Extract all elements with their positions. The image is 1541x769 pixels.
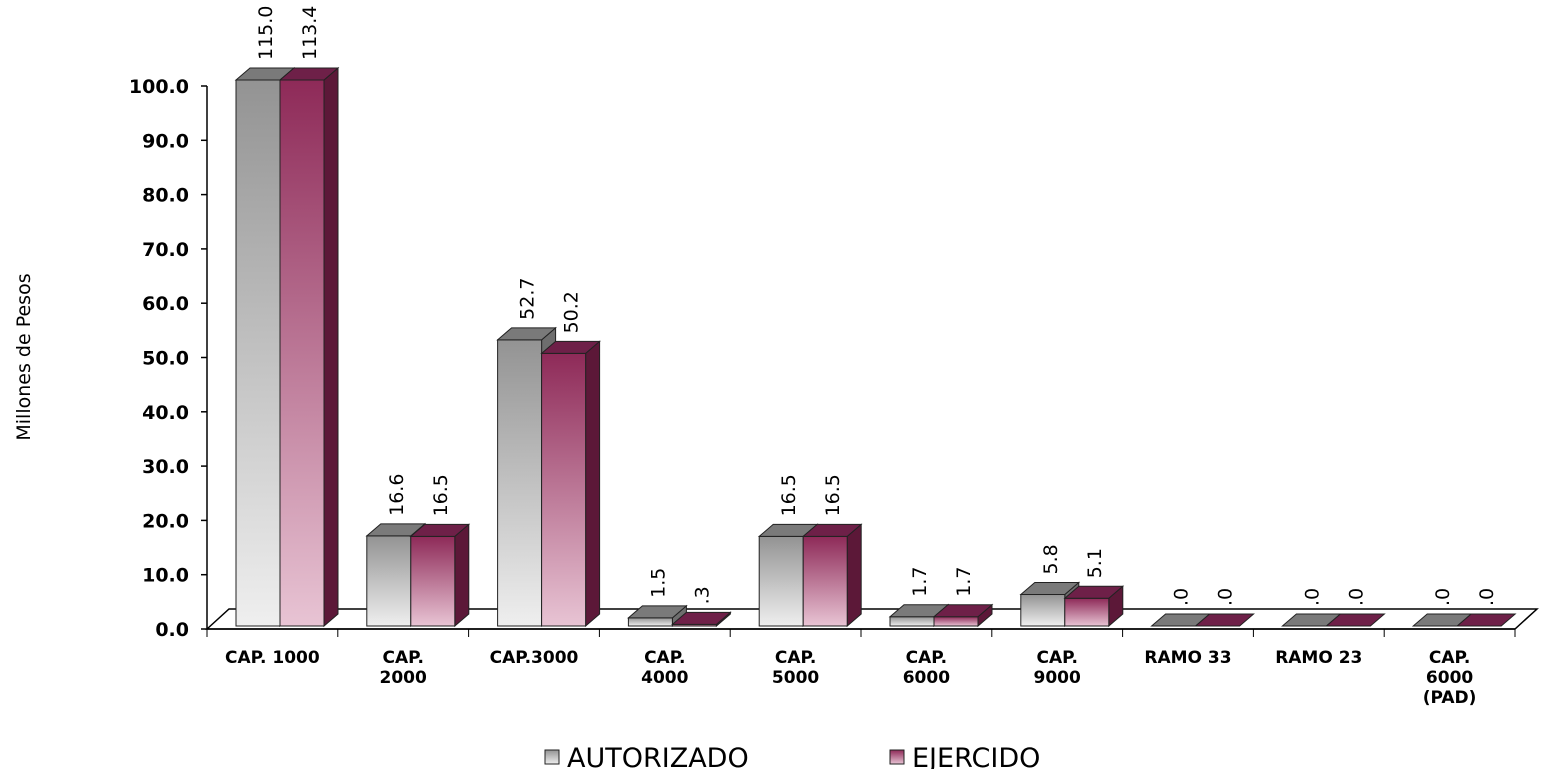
bar-cap bbox=[496, 327, 557, 341]
bar bbox=[627, 617, 673, 627]
bar-cap bbox=[627, 605, 688, 619]
bar-cap bbox=[1455, 613, 1517, 627]
bar bbox=[1064, 597, 1110, 627]
value-label: 16.6 bbox=[386, 474, 408, 516]
legend-swatch bbox=[544, 749, 560, 765]
y-tick-label: 40.0 bbox=[142, 402, 189, 424]
value-label: 115.0 bbox=[255, 6, 277, 60]
x-tick-label: CAP. 2000 bbox=[379, 648, 427, 688]
value-label: .0 bbox=[1301, 588, 1323, 606]
x-tick-label: RAMO 23 bbox=[1275, 648, 1363, 668]
bar-side bbox=[585, 340, 601, 628]
bar bbox=[235, 79, 281, 627]
y-tick-label: 20.0 bbox=[142, 510, 189, 532]
bar-cap bbox=[1325, 613, 1386, 627]
x-tick-label: CAP. 6000 bbox=[902, 648, 951, 688]
y-tick-label: 100.0 bbox=[129, 76, 189, 98]
value-label: 1.7 bbox=[909, 567, 931, 597]
bar bbox=[366, 535, 412, 627]
bar-cap bbox=[801, 523, 863, 537]
x-tick-label: RAMO 33 bbox=[1144, 648, 1232, 668]
y-tick-label: 30.0 bbox=[142, 456, 189, 478]
x-tick-label: CAP. 9000 bbox=[1033, 648, 1081, 688]
y-tick-label: 70.0 bbox=[142, 239, 189, 261]
bar-side bbox=[454, 523, 470, 628]
bar-side bbox=[846, 523, 862, 628]
value-label: 5.1 bbox=[1084, 548, 1106, 578]
x-tick-label: CAP. 6000 (PAD) bbox=[1422, 648, 1477, 708]
bar-cap bbox=[1194, 613, 1255, 627]
y-tick-label: 80.0 bbox=[142, 185, 189, 207]
x-tick-label: CAP. 5000 bbox=[771, 648, 820, 688]
bar-cap bbox=[409, 523, 471, 537]
value-label: 1.7 bbox=[953, 567, 975, 597]
y-tick-label: 90.0 bbox=[142, 130, 189, 152]
value-label: 16.5 bbox=[430, 474, 452, 516]
bar-cap bbox=[1063, 585, 1125, 599]
bar bbox=[933, 616, 979, 627]
y-tick-label: 0.0 bbox=[155, 619, 189, 641]
value-label: .0 bbox=[1432, 588, 1454, 606]
bar bbox=[279, 79, 325, 627]
bar-cap bbox=[1019, 582, 1081, 596]
y-tick-label: 10.0 bbox=[142, 565, 189, 587]
value-label: 16.5 bbox=[778, 474, 800, 516]
bar bbox=[541, 352, 587, 627]
bar bbox=[497, 339, 543, 627]
bar-side bbox=[323, 66, 339, 628]
value-label: 1.5 bbox=[647, 568, 669, 598]
value-label: .0 bbox=[1345, 588, 1367, 606]
bar bbox=[802, 535, 848, 627]
legend-label: AUTORIZADO bbox=[567, 743, 749, 769]
value-label: .0 bbox=[1171, 588, 1193, 606]
y-tick-label: 50.0 bbox=[142, 348, 189, 370]
value-label: 113.4 bbox=[299, 6, 321, 60]
x-tick-label: CAP. 1000 bbox=[225, 648, 320, 668]
value-label: 50.2 bbox=[561, 291, 583, 333]
bar-cap bbox=[278, 67, 340, 81]
legend-swatch bbox=[889, 749, 905, 765]
x-tick-label: CAP.3000 bbox=[489, 648, 579, 668]
bar-cap bbox=[932, 604, 994, 618]
bar-cap bbox=[365, 523, 427, 537]
bar bbox=[758, 535, 804, 627]
bar bbox=[410, 535, 456, 627]
y-tick-label: 60.0 bbox=[142, 293, 189, 315]
value-label: 16.5 bbox=[822, 474, 844, 516]
legend-label: EJERCIDO bbox=[912, 743, 1040, 769]
value-label: .3 bbox=[691, 586, 713, 604]
value-label: .0 bbox=[1215, 588, 1237, 606]
value-label: 52.7 bbox=[517, 278, 539, 320]
value-label: .0 bbox=[1476, 588, 1498, 606]
y-axis-label: Millones de Pesos bbox=[13, 273, 35, 440]
x-tick-label: CAP. 4000 bbox=[641, 648, 689, 688]
bar-cap bbox=[540, 340, 601, 354]
bar bbox=[889, 616, 935, 627]
bar-cap bbox=[671, 611, 732, 625]
value-label: 5.8 bbox=[1040, 544, 1062, 574]
bar bbox=[1020, 594, 1066, 627]
